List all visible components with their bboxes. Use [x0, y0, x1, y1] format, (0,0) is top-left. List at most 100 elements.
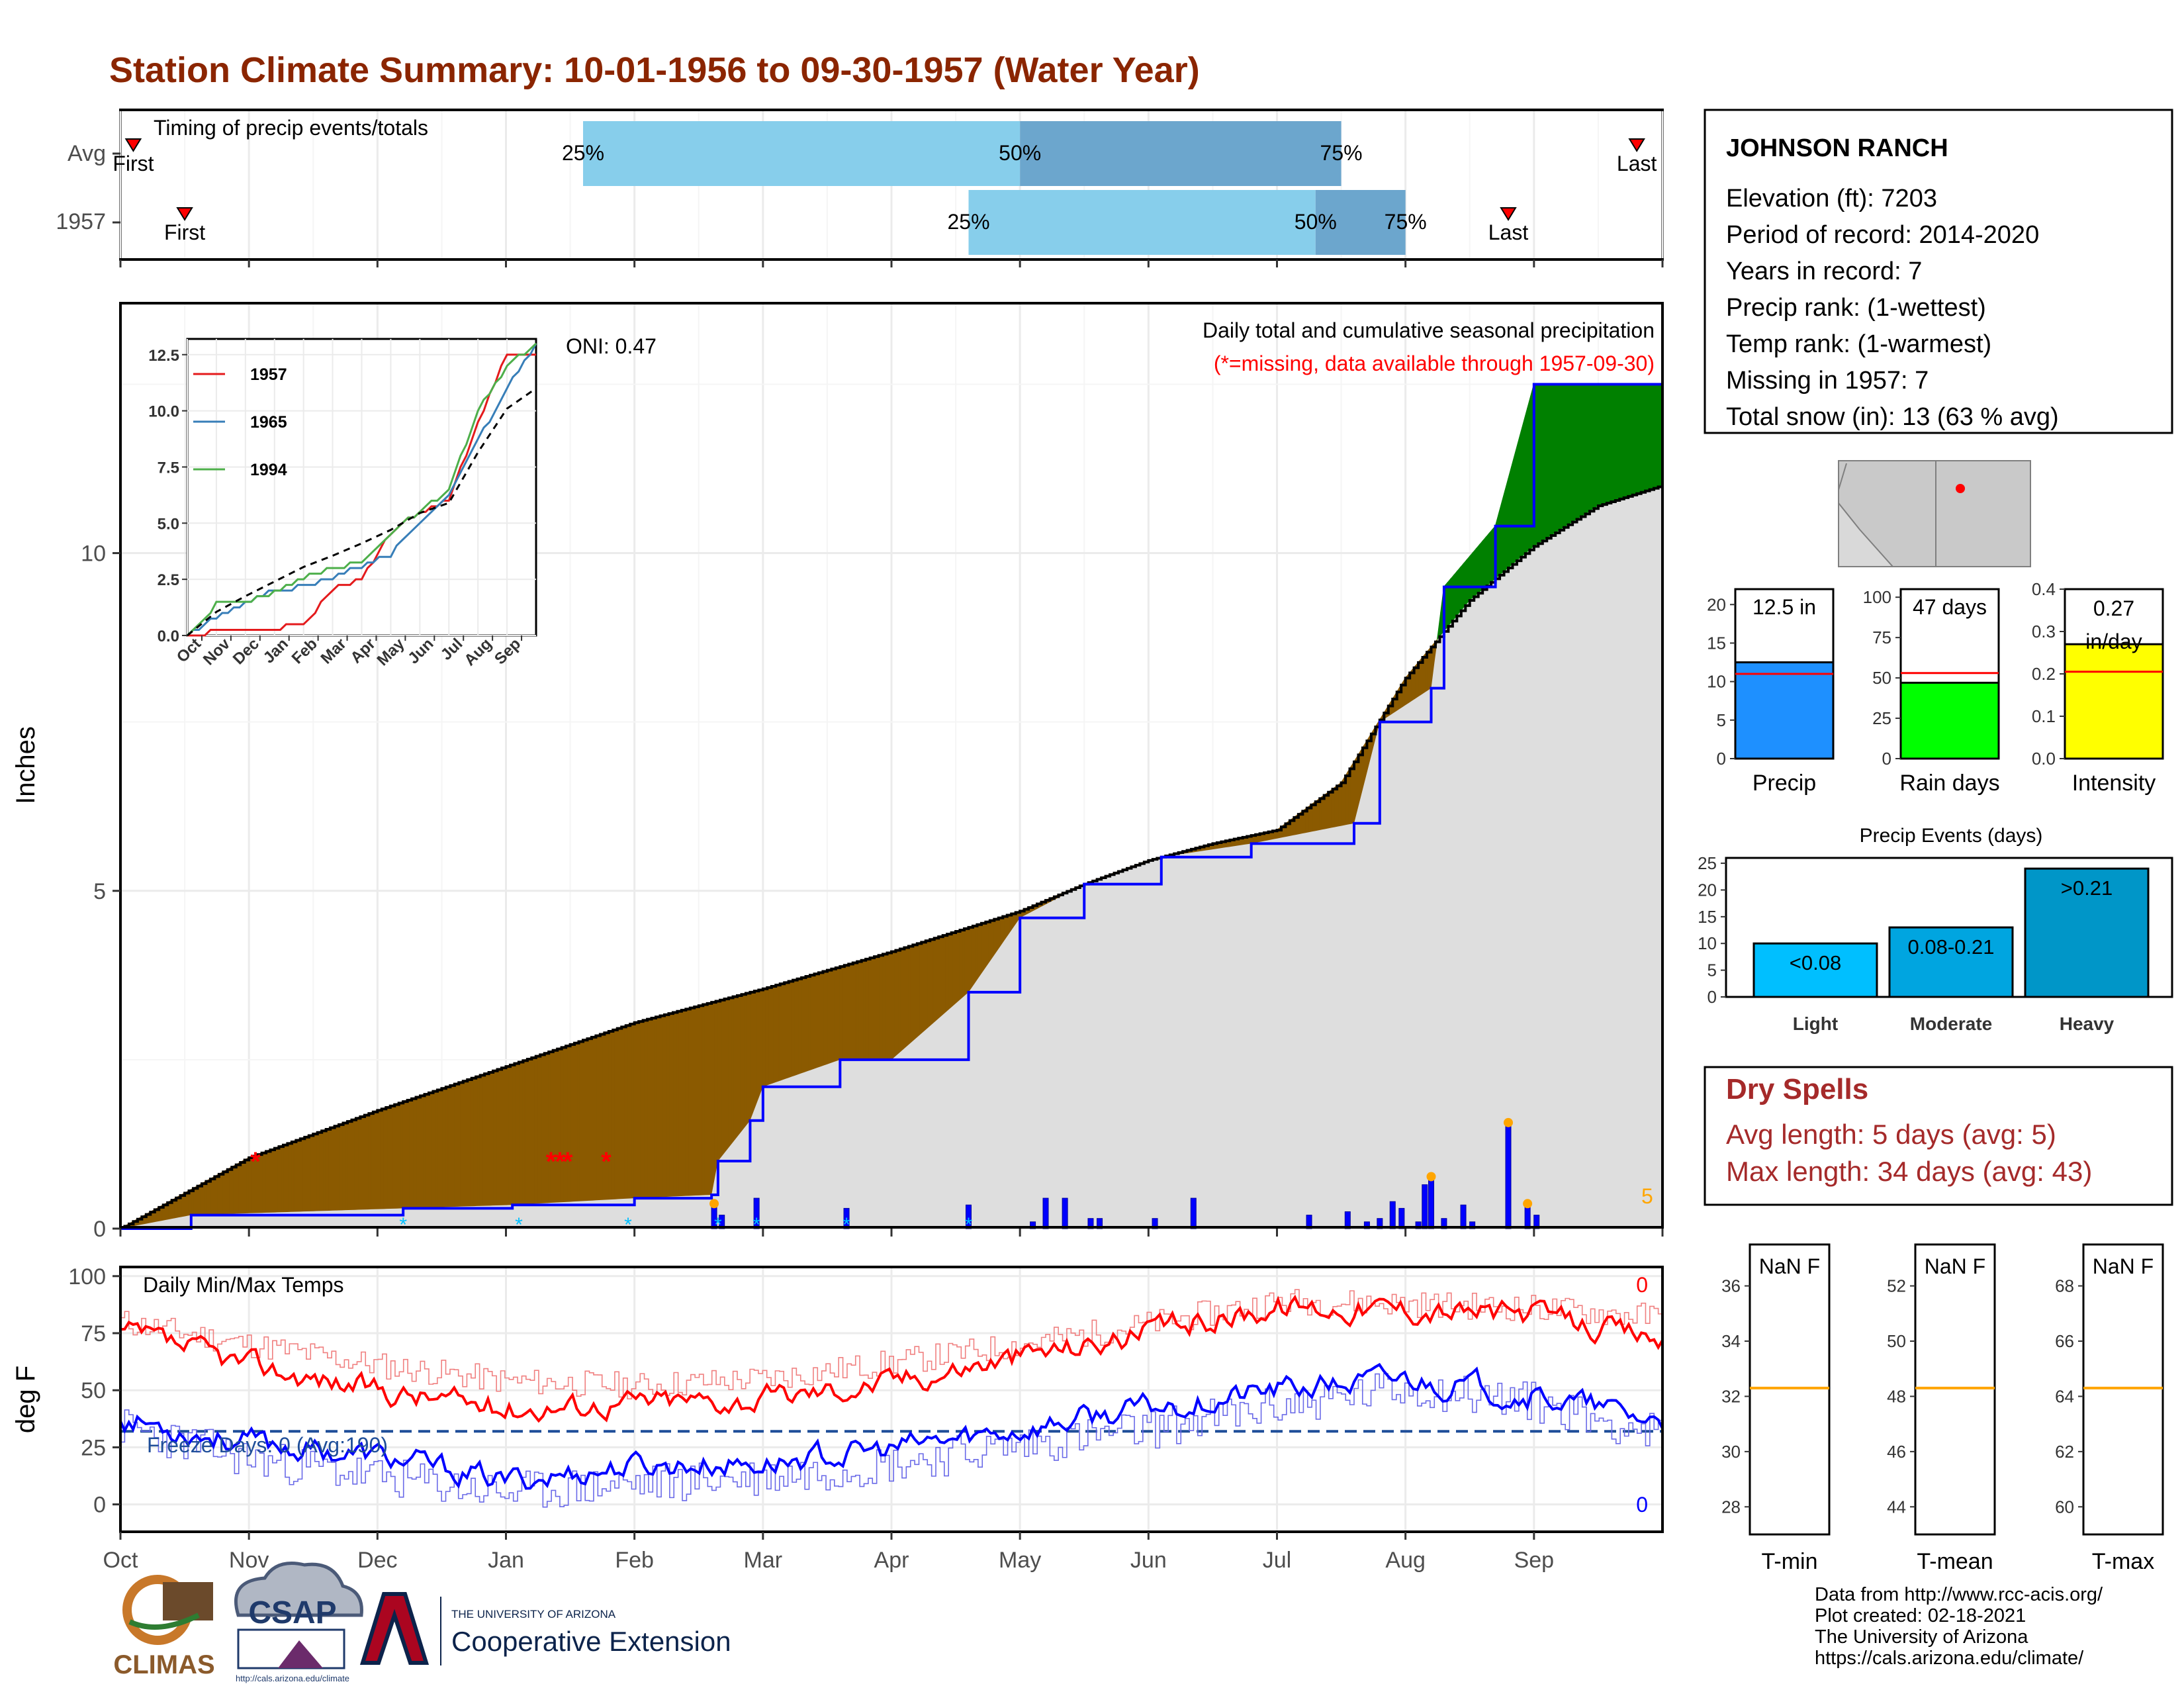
heavy-event-marker: [1504, 1117, 1513, 1127]
snow-day-marker: *: [842, 1214, 850, 1236]
heavy-event-marker: [709, 1199, 719, 1209]
timing-last-marker: [1500, 207, 1517, 221]
climas-logo-text: CLIMAS: [113, 1650, 214, 1679]
mini-value-label-0: 12.5 in: [1752, 595, 1816, 619]
dry-spells-box: Dry Spells Avg length: 5 days (avg: 5) M…: [1704, 1066, 2173, 1206]
temperature-y-label: deg F: [11, 1366, 40, 1433]
timing-row-year: 1957: [56, 209, 106, 234]
month-label: Feb: [615, 1548, 654, 1573]
dry-spells-max: Max length: 34 days (avg: 43): [1726, 1156, 2092, 1187]
temp-box-frame-0: [1749, 1243, 1831, 1536]
precip-y-tick-label: 0: [93, 1217, 106, 1242]
mini-tick-label: 0.0: [2032, 749, 2056, 769]
station-location-marker: [1956, 484, 1965, 493]
temp-box-frame-1: [1914, 1243, 1996, 1536]
timing-p50-label: 50%: [999, 141, 1041, 165]
inset-legend-label: 1957: [250, 365, 287, 384]
tmax-average-line: [120, 1289, 1663, 1399]
temp-y-tick-label: 100: [68, 1264, 106, 1289]
snow-day-marker: *: [714, 1214, 722, 1236]
temp-box-tick-label: 48: [1887, 1386, 1906, 1406]
average-cumulative-line: [120, 485, 1664, 1230]
temp-box-label-0: T-min: [1762, 1549, 1818, 1574]
events-tick-label: 0: [1707, 987, 1717, 1007]
timing-first-marker: [124, 138, 142, 152]
events-tick-label: 15: [1698, 907, 1717, 927]
temp-box-value-2: NaN F: [2093, 1254, 2154, 1278]
mini-tick-label: 75: [1872, 628, 1891, 647]
station-period: Period of record: 2014-2020: [1726, 221, 2039, 249]
events-range-label: <0.08: [1790, 951, 1841, 974]
missing-day-marker: *: [563, 1147, 573, 1176]
mini-tick-label: 5: [1717, 710, 1726, 730]
csap-mountain: [278, 1640, 323, 1668]
temp-box-tick-label: 62: [2055, 1442, 2074, 1462]
missing-day-marker: *: [546, 1147, 557, 1176]
events-range-label: 0.08-0.21: [1908, 935, 1995, 959]
temperature-panel: 0 25 50 75 100 Oct Nov Dec Jan Feb Mar Apr May Jun Ju…: [11, 1264, 1664, 1573]
station-temp-rank: Temp rank: (1-warmest): [1726, 330, 1991, 358]
month-label: Jan: [488, 1548, 524, 1573]
timing-p75-label: 75%: [1385, 210, 1427, 234]
page-title: Station Climate Summary: 10-01-1956 to 0…: [109, 50, 1200, 90]
inset-line-1957: [187, 353, 536, 637]
mini-tick-label: 0: [1882, 749, 1891, 769]
temp-box-tick-label: 50: [1887, 1331, 1906, 1351]
daily-precip-bar: [1505, 1123, 1512, 1229]
mini-label-2: Intensity: [2072, 771, 2156, 796]
inset-line-1994: [186, 342, 537, 637]
precip-frame: [119, 302, 1664, 1229]
daily-precip-bar: [1042, 1197, 1049, 1229]
events-category-label: Heavy: [2060, 1013, 2115, 1034]
events-title: Precip Events (days): [1860, 825, 2043, 847]
tmax-line: [120, 1294, 1664, 1423]
mini-bar-1: [1899, 681, 2000, 760]
inset-y-tick-label: 0.0: [158, 628, 179, 645]
freeze-days-label: Freeze Days: 0 (Avg:190): [147, 1433, 388, 1457]
inset-legend: 1957 1965 1994: [193, 365, 287, 479]
temp-box-tick-label: 60: [2055, 1497, 2074, 1517]
timing-bar-50-75: [1315, 190, 1406, 255]
temperature-summary-boxes: 28 30 32 34 36 NaN F T-min 44 46 48 50 52 NaN F T-mea…: [1721, 1243, 2164, 1574]
temp-box-tick-label: 32: [1721, 1386, 1741, 1406]
map-border: [1838, 463, 1847, 491]
credit-url: https://cals.arizona.edu/climate/: [1815, 1648, 2084, 1669]
timing-bar-50-75: [1020, 121, 1342, 186]
events-bar-heavy: [2024, 867, 2150, 998]
credit-university: The University of Arizona: [1815, 1626, 2028, 1648]
mini-tick-label: 25: [1872, 708, 1891, 728]
precip-markers: * *** ** * * * * * *: [250, 1147, 973, 1236]
mini-tick-label: 0.1: [2032, 706, 2056, 726]
climas-emblem-block: [163, 1582, 213, 1620]
temp-box-tick-label: 64: [2055, 1386, 2074, 1406]
mini-tick-label: 0.2: [2032, 664, 2056, 684]
events-bar-light: [1752, 942, 1878, 998]
station-frame: [1704, 109, 2173, 434]
temp-box-label-1: T-mean: [1917, 1549, 1993, 1574]
snow-day-marker: *: [515, 1214, 523, 1236]
credits: Data from http://www.rcc-acis.org/ Plot …: [1815, 1584, 2103, 1669]
daily-precip-bar: [1062, 1197, 1068, 1229]
mini-tick-label: 0.4: [2032, 579, 2056, 599]
credit-data-source: Data from http://www.rcc-acis.org/: [1815, 1584, 2103, 1605]
inset-legend-label: 1965: [250, 413, 287, 432]
inset-lines: [186, 342, 537, 637]
inset-y-tick-label: 12.5: [148, 347, 179, 365]
tmax-count: 0: [1636, 1273, 1648, 1297]
mini-tick-label: 0: [1717, 749, 1726, 769]
daily-precip-bars: [709, 1117, 1540, 1229]
timing-last-label: Last: [1488, 220, 1529, 244]
month-label: Aug: [1385, 1548, 1426, 1573]
mini-value-label-1: 47 days: [1913, 595, 1987, 619]
mini-tick-label: 20: [1707, 594, 1726, 614]
timing-first-marker: [176, 207, 193, 221]
logo-csap: CSAP http://cals.arizona.edu/climate: [234, 1562, 363, 1683]
heavy-event-marker: [1426, 1172, 1436, 1182]
month-label: Nov: [229, 1548, 269, 1573]
precip-events-chart: Precip Events (days) 0 5 10 15 20 25 <0.08 Ligh…: [1698, 825, 2173, 1034]
precip-y-axis: 0 5 10: [81, 541, 1664, 1242]
timing-p75-label: 75%: [1320, 141, 1363, 165]
mini-value-unit-2: in/day: [2085, 630, 2142, 653]
